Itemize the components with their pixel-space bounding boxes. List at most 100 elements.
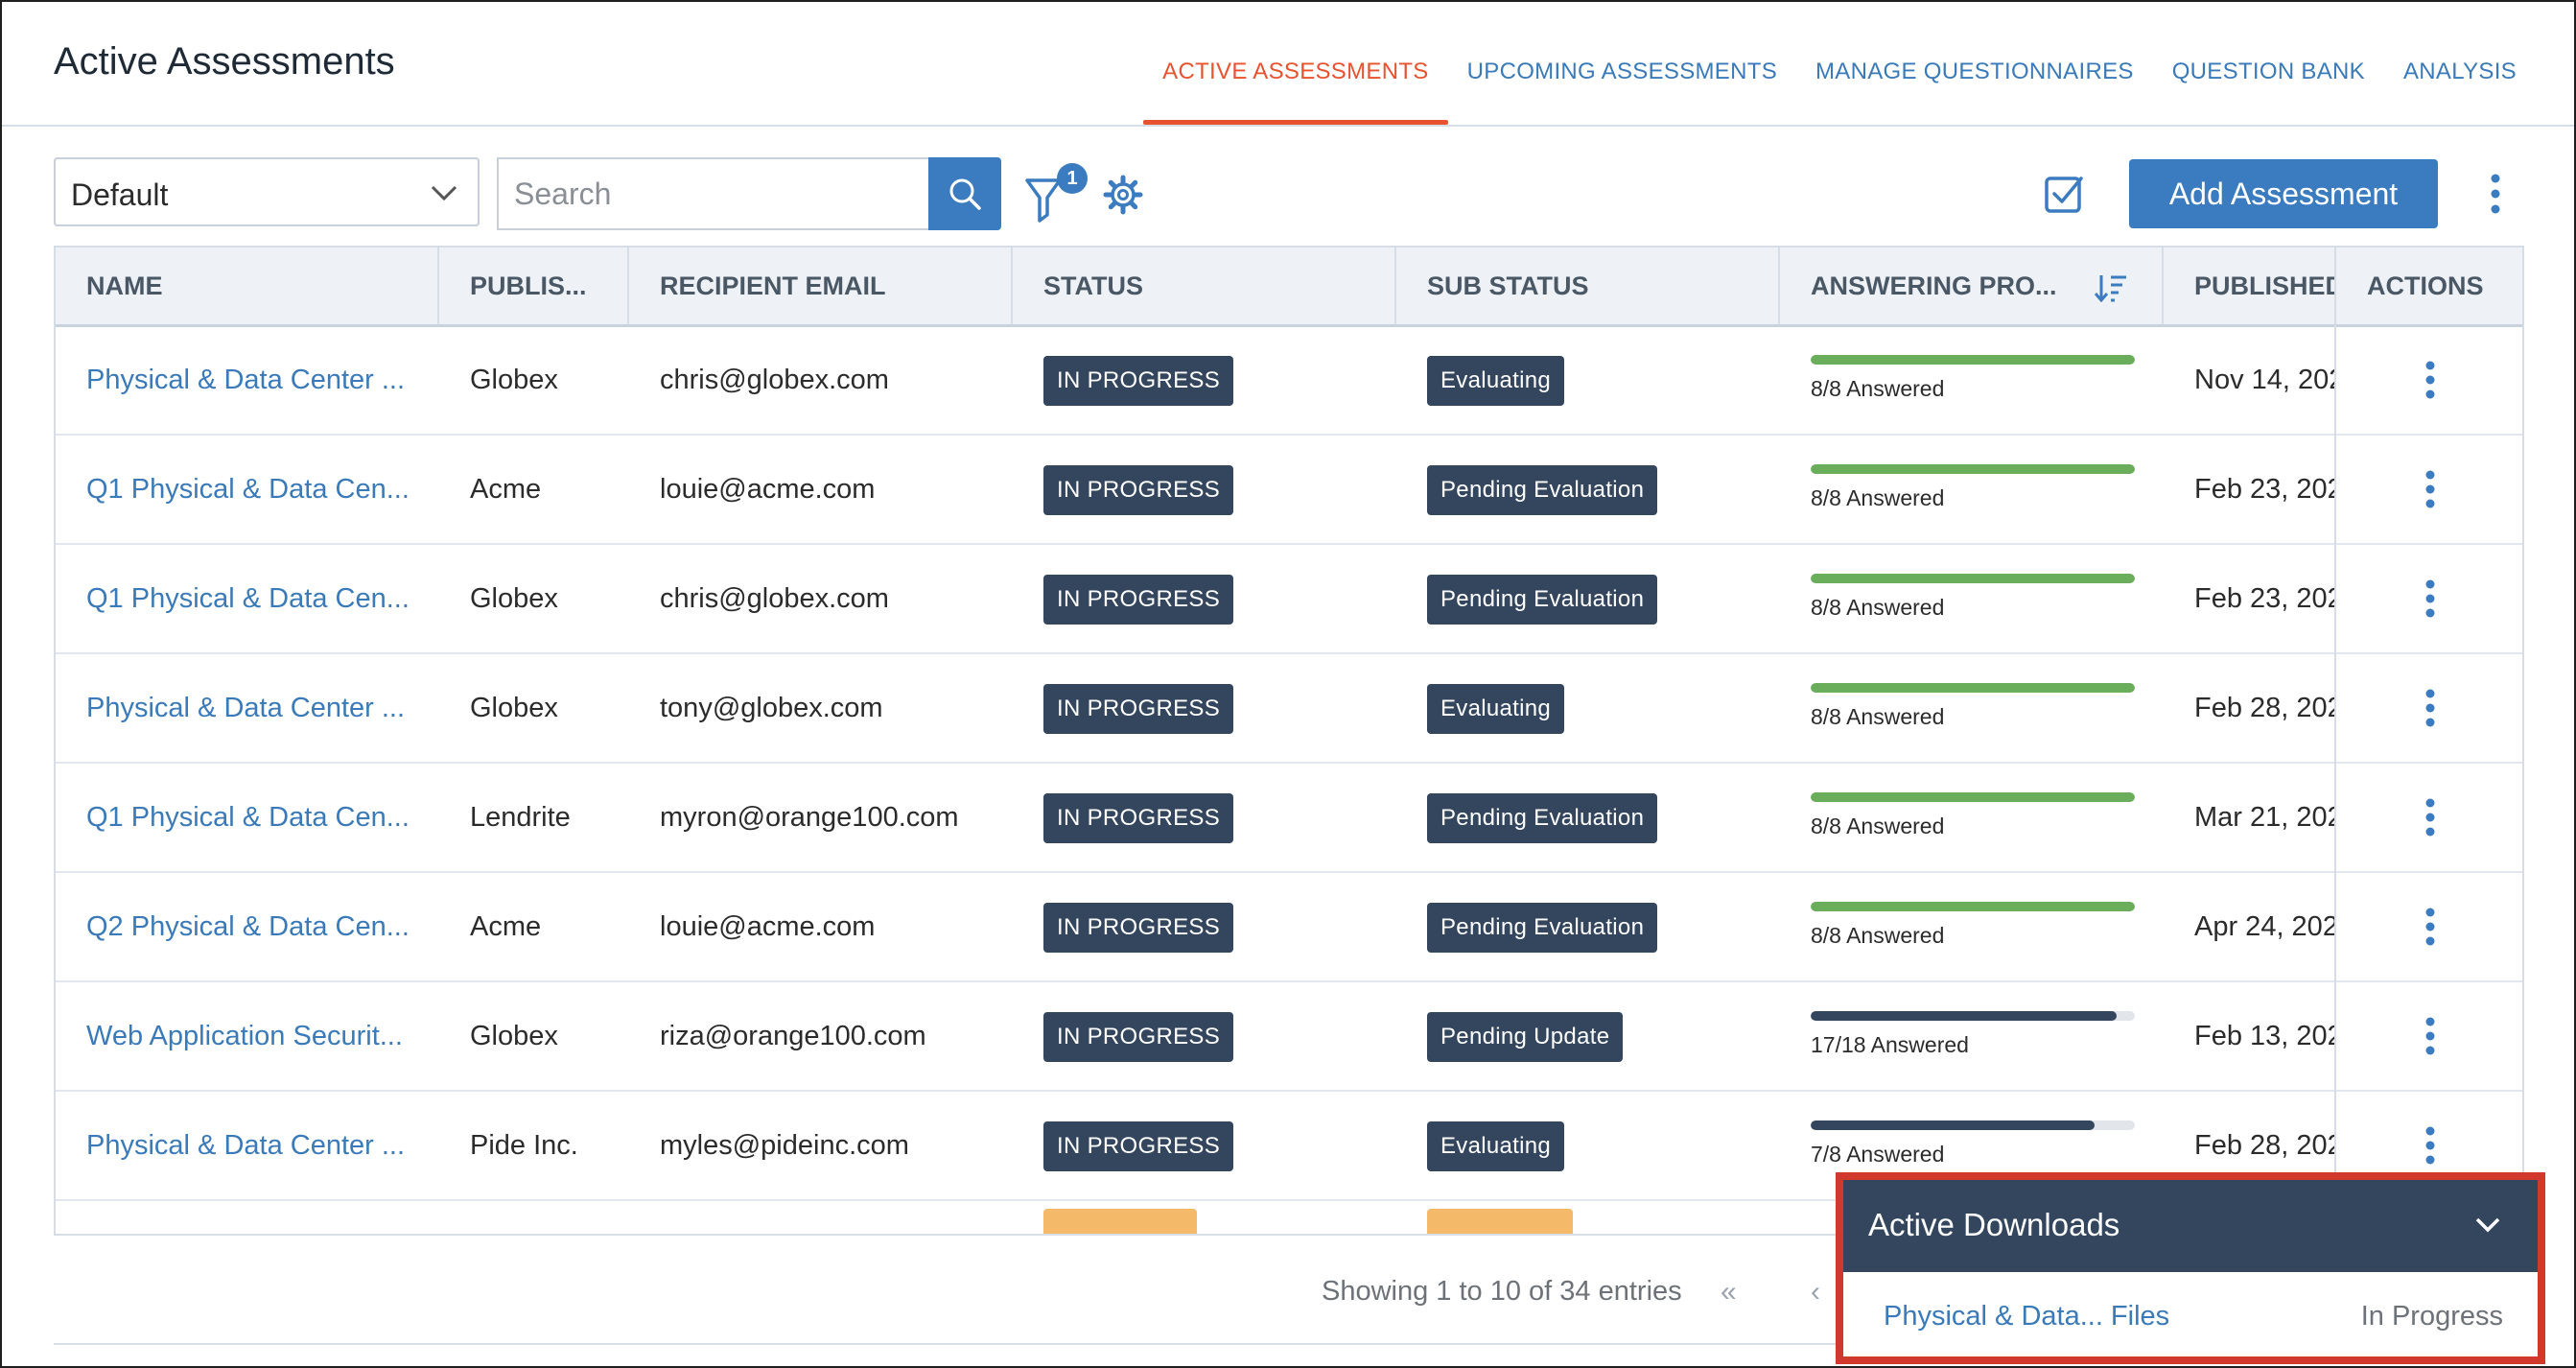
row-actions-icon[interactable] <box>2424 470 2436 508</box>
nav-tabs: ACTIVE ASSESSMENTS UPCOMING ASSESSMENTS … <box>1143 2 2536 125</box>
progress-label: 17/18 Answered <box>1811 1032 1969 1057</box>
tab-upcoming-assessments[interactable]: UPCOMING ASSESSMENTS <box>1466 59 1778 84</box>
assessment-name-link[interactable]: Physical & Data Center ... <box>86 365 406 395</box>
sub-status-cell: Pending Evaluation <box>1396 545 1780 652</box>
progress-bar <box>1811 683 2135 693</box>
published-date-cell: Feb 28, 202 <box>2194 1130 2334 1161</box>
progress-bar-fill <box>1811 1120 2095 1130</box>
table-row[interactable]: Q1 Physical & Data Cen... Globex chris@glo… <box>56 545 2522 654</box>
row-actions-icon[interactable] <box>2424 908 2436 946</box>
column-header-answering-progress-label: ANSWERING PRO... <box>1811 271 2057 300</box>
search-input[interactable] <box>497 157 928 230</box>
table-row[interactable]: Physical & Data Center ... Globex chris@gl… <box>56 326 2522 436</box>
answering-progress-cell: 8/8 Answered <box>1780 326 2164 434</box>
bulk-select-button[interactable] <box>2043 173 2085 215</box>
column-header-answering-progress[interactable]: ANSWERING PRO... <box>1780 248 2164 324</box>
recipient-email-cell: chris@globex.com <box>660 365 889 395</box>
footer-divider <box>54 1343 2522 1345</box>
progress-bar-fill <box>1811 355 2135 365</box>
progress-label: 8/8 Answered <box>1811 704 1945 729</box>
progress-label: 8/8 Answered <box>1811 595 1945 620</box>
published-date-cell: Feb 23, 202 <box>2194 583 2334 614</box>
assessment-name-link[interactable]: Web Application Securit... <box>86 1021 403 1051</box>
row-actions-icon[interactable] <box>2424 1017 2436 1055</box>
progress-label: 8/8 Answered <box>1811 376 1945 401</box>
column-header-name[interactable]: NAME <box>56 248 439 324</box>
active-downloads-title: Active Downloads <box>1868 1207 2120 1242</box>
table-row[interactable]: Q1 Physical & Data Cen... Acme louie@acme.… <box>56 436 2522 545</box>
row-actions-icon[interactable] <box>2424 579 2436 618</box>
progress-label: 8/8 Answered <box>1811 923 1945 948</box>
column-header-publisher[interactable]: PUBLIS... <box>439 248 629 324</box>
assessment-name-link[interactable]: Physical & Data Center ... <box>86 693 406 723</box>
chevron-down-icon[interactable] <box>2474 1215 2501 1234</box>
progress-bar <box>1811 464 2135 474</box>
active-downloads-header[interactable]: Active Downloads <box>1843 1180 2538 1272</box>
sub-status-cell: Pending Evaluation <box>1396 436 1780 543</box>
tab-active-assessments[interactable]: ACTIVE ASSESSMENTS <box>1143 2 1449 125</box>
status-cell: IN PROGRESS <box>1013 436 1396 543</box>
answering-progress-cell: 8/8 Answered <box>1780 873 2164 980</box>
column-header-recipient-email[interactable]: RECIPIENT EMAIL <box>629 248 1013 324</box>
table-row[interactable]: Physical & Data Center ... Globex tony@glo… <box>56 654 2522 764</box>
assessment-name-link[interactable]: Physical & Data Center ... <box>86 1130 406 1161</box>
row-actions-icon[interactable] <box>2424 1126 2436 1165</box>
tab-question-bank[interactable]: QUESTION BANK <box>2171 59 2365 84</box>
download-file-link[interactable]: Physical & Data... Files <box>1884 1301 2170 1332</box>
sort-descending-icon[interactable] <box>2095 273 2127 302</box>
row-actions-icon[interactable] <box>2424 798 2436 837</box>
assessment-name-link[interactable]: Q1 Physical & Data Cen... <box>86 583 410 614</box>
column-header-actions: ACTIONS <box>2334 248 2522 324</box>
recipient-email-cell: louie@acme.com <box>660 474 876 505</box>
column-header-sub-status[interactable]: SUB STATUS <box>1396 248 1780 324</box>
progress-bar-fill <box>1811 464 2135 474</box>
view-select[interactable]: Default <box>54 157 480 226</box>
more-options-icon[interactable] <box>2490 173 2501 215</box>
status-cell: IN PROGRESS <box>1013 764 1396 871</box>
table-row[interactable]: Q2 Physical & Data Cen... Acme louie@acme.… <box>56 873 2522 982</box>
sub-status-badge-partial <box>1427 1209 1573 1234</box>
table-row[interactable]: Web Application Securit... Globex riza@ora… <box>56 982 2522 1092</box>
filter-button[interactable]: 1 <box>1024 163 1088 226</box>
first-page-button[interactable]: « <box>1721 1276 1737 1308</box>
progress-bar <box>1811 574 2135 583</box>
search-button[interactable] <box>928 157 1001 230</box>
tab-analysis[interactable]: ANALYSIS <box>2402 59 2517 84</box>
publisher-cell: Lendrite <box>470 802 571 833</box>
progress-bar <box>1811 1011 2135 1021</box>
publisher-cell: Pide Inc. <box>470 1130 578 1161</box>
published-date-cell: Feb 28, 202 <box>2194 693 2334 723</box>
column-header-published[interactable]: PUBLISHED <box>2194 271 2334 300</box>
row-actions-icon[interactable] <box>2424 361 2436 399</box>
table-header: NAME PUBLIS... RECIPIENT EMAIL STATUS SU… <box>56 248 2522 327</box>
assessment-name-link[interactable]: Q2 Physical & Data Cen... <box>86 911 410 942</box>
assessment-name-link[interactable]: Q1 Physical & Data Cen... <box>86 474 410 505</box>
answering-progress-cell: 7/8 Answered <box>1780 1092 2164 1199</box>
status-badge: IN PROGRESS <box>1043 575 1233 625</box>
table-row[interactable]: Q1 Physical & Data Cen... Lendrite myron@o… <box>56 764 2522 873</box>
column-header-status[interactable]: STATUS <box>1013 248 1396 324</box>
progress-bar-fill <box>1811 683 2135 693</box>
table-row[interactable]: Physical & Data Center ... Pide Inc. myles… <box>56 1092 2522 1201</box>
settings-button[interactable] <box>1103 175 1143 215</box>
assessment-name-link[interactable]: Q1 Physical & Data Cen... <box>86 802 410 833</box>
download-status: In Progress <box>2360 1301 2503 1332</box>
page-title: Active Assessments <box>54 40 395 83</box>
status-badge-partial <box>1043 1209 1197 1234</box>
recipient-email-cell: tony@globex.com <box>660 693 883 723</box>
sub-status-badge: Evaluating <box>1427 1121 1565 1172</box>
status-cell: IN PROGRESS <box>1013 545 1396 652</box>
published-date-cell: Nov 14, 202 <box>2194 365 2334 395</box>
add-assessment-button[interactable]: Add Assessment <box>2129 159 2438 228</box>
sub-status-badge: Pending Evaluation <box>1427 793 1658 844</box>
progress-label: 7/8 Answered <box>1811 1142 1945 1167</box>
tab-manage-questionnaires[interactable]: MANAGE QUESTIONNAIRES <box>1815 59 2134 84</box>
progress-bar-fill <box>1811 902 2135 911</box>
row-actions-icon[interactable] <box>2424 689 2436 727</box>
search-icon <box>949 178 981 210</box>
checkbox-icon <box>2045 177 2083 213</box>
sub-status-badge: Pending Evaluation <box>1427 903 1658 954</box>
status-cell: IN PROGRESS <box>1013 873 1396 980</box>
toolbar: Default 1 Add Asse <box>54 157 2522 230</box>
previous-page-button[interactable]: ‹ <box>1811 1276 1820 1308</box>
